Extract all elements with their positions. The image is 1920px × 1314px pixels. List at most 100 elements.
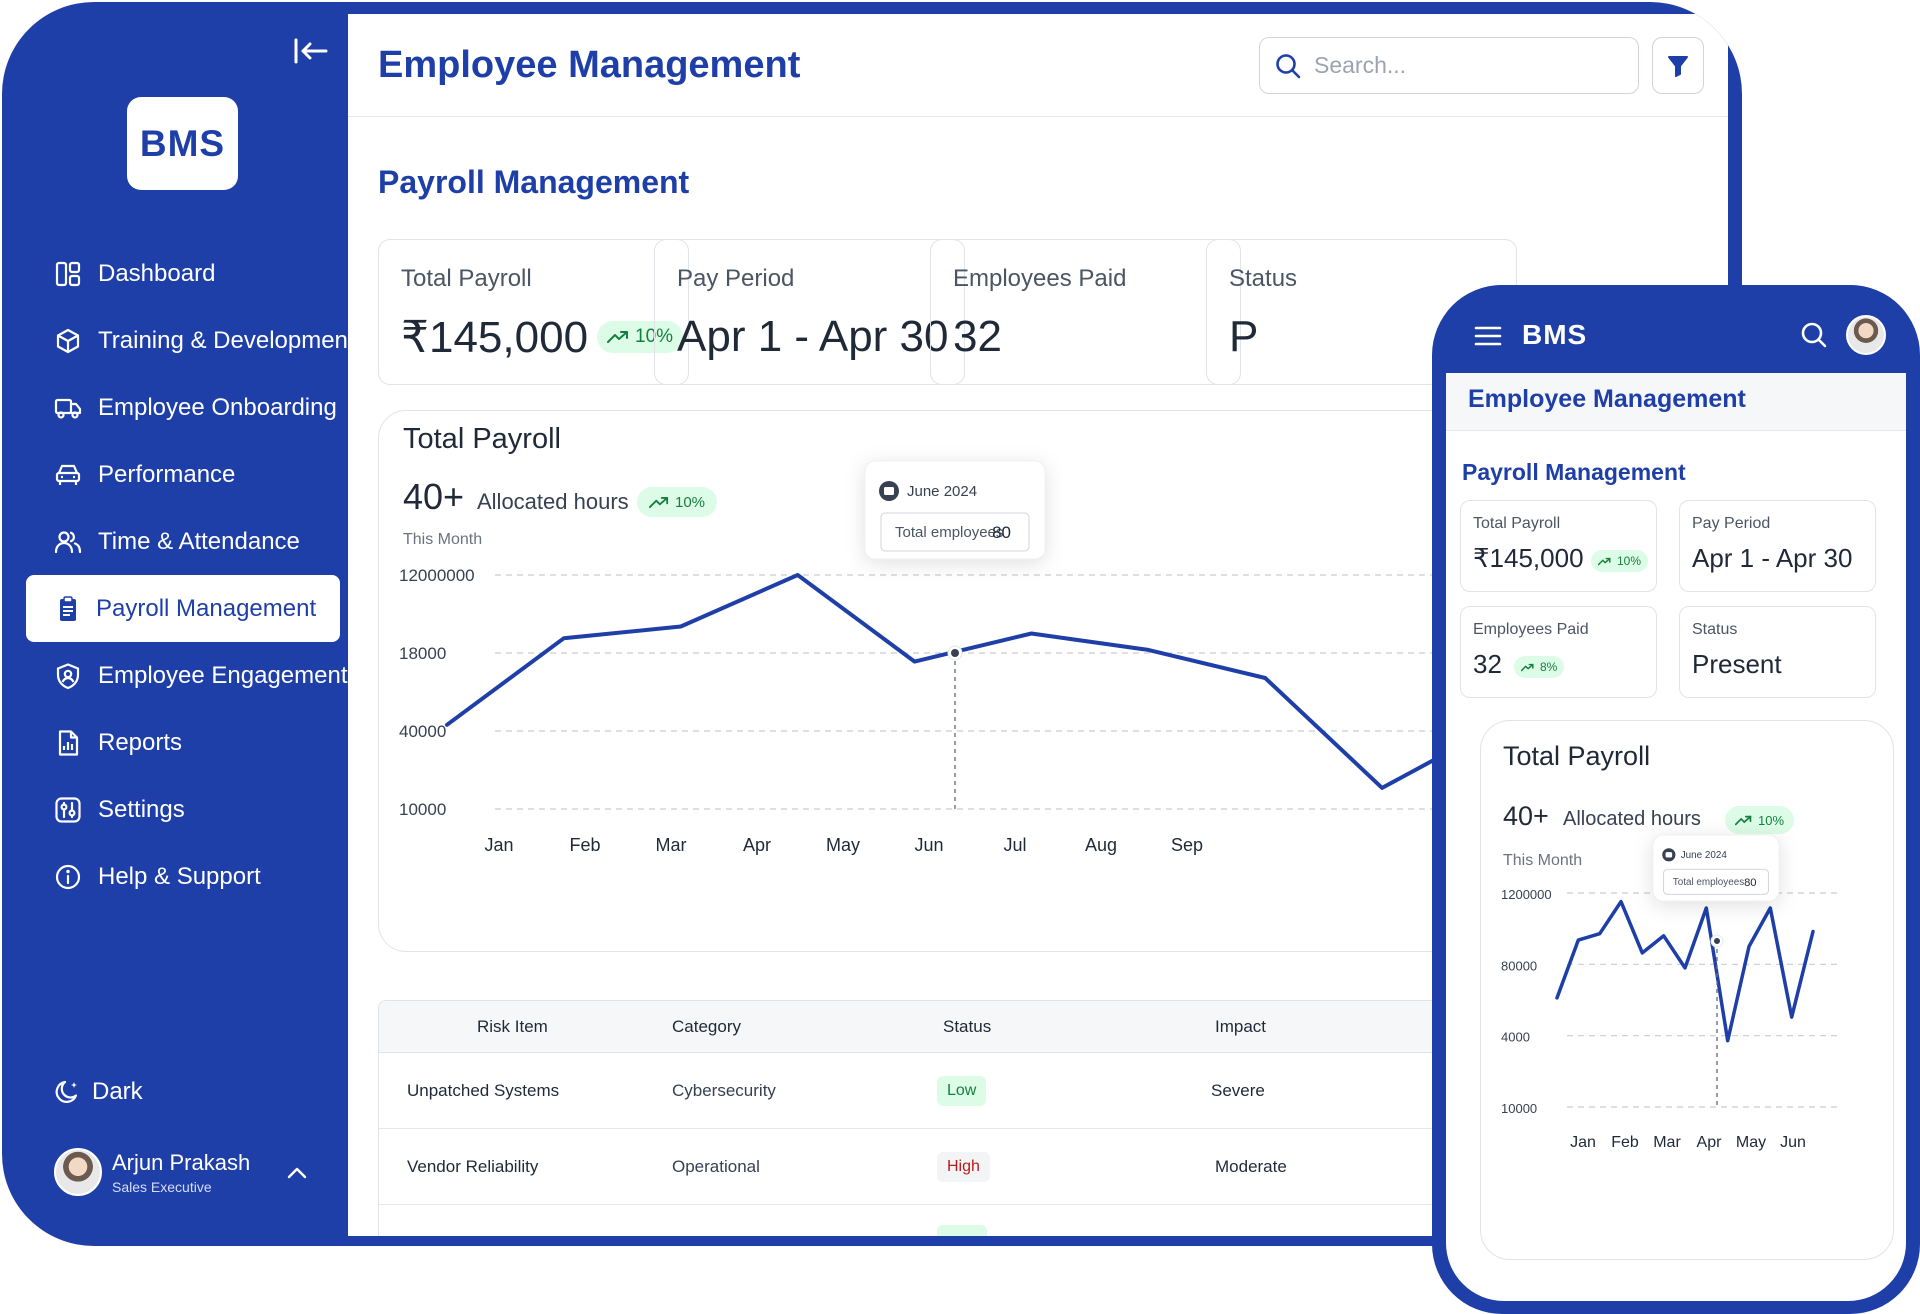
tooltip-date: June 2024 bbox=[907, 483, 977, 500]
sidebar-item-training[interactable]: Training & Development bbox=[26, 307, 355, 374]
x-tick-label: May bbox=[1736, 1134, 1766, 1151]
sidebar-item-settings[interactable]: Settings bbox=[26, 776, 340, 843]
hamburger-menu-icon[interactable] bbox=[1474, 325, 1502, 347]
sidebar-item-engagement[interactable]: Employee Engagement bbox=[26, 642, 348, 709]
stat-label: Status bbox=[1229, 265, 1298, 292]
trend-up-icon bbox=[1598, 557, 1611, 565]
sidebar-item-label: Help & Support bbox=[98, 862, 261, 890]
user-profile[interactable]: Arjun Prakash Sales Executive bbox=[54, 1148, 307, 1196]
trend-badge: 10% bbox=[1591, 550, 1649, 572]
avatar[interactable] bbox=[1846, 315, 1886, 355]
stat-value: Apr 1 - Apr 30 bbox=[677, 312, 949, 361]
section-title: Payroll Management bbox=[378, 164, 690, 200]
y-tick-label: 10000 bbox=[399, 800, 446, 819]
trend-up-icon bbox=[1521, 663, 1534, 671]
table-row[interactable]: Vendor Reliability Operational High Mode… bbox=[379, 1129, 1497, 1205]
mobile-body: Employee Management Payroll Management T… bbox=[1446, 373, 1906, 1301]
payroll-line-chart[interactable]: 12000000 18000 40000 10000 Jan Feb Mar Apr May Ju… bbox=[379, 411, 1499, 953]
hover-dot bbox=[1714, 938, 1720, 944]
stat-card-total-payroll: Total Payroll ₹145,000 10% bbox=[378, 239, 689, 385]
report-icon bbox=[58, 729, 79, 756]
sidebar-item-onboarding[interactable]: Employee Onboarding bbox=[26, 374, 340, 441]
filter-button[interactable] bbox=[1652, 37, 1704, 94]
clipboard-icon bbox=[60, 595, 76, 621]
sidebar-item-label: Employee Engagement bbox=[98, 661, 348, 689]
dark-mode-toggle[interactable]: Dark bbox=[54, 1078, 143, 1106]
stat-label: Employees Paid bbox=[953, 265, 1127, 292]
table-row[interactable]: Unpatched Systems Cybersecurity Low Seve… bbox=[379, 1053, 1497, 1129]
sidebar-item-dashboard[interactable]: Dashboard bbox=[26, 240, 340, 307]
risk-impact: Moderate bbox=[1215, 1156, 1287, 1176]
stat-value: Apr 1 - Apr 30 bbox=[1692, 543, 1853, 573]
sidebar-item-reports[interactable]: Reports bbox=[26, 709, 340, 776]
top-bar: Employee Management bbox=[348, 14, 1728, 117]
table-row[interactable] bbox=[379, 1205, 1497, 1236]
sidebar-item-help[interactable]: Help & Support bbox=[26, 843, 340, 910]
x-tick-label: Jun bbox=[1780, 1134, 1806, 1151]
column-header: Impact bbox=[1215, 1016, 1267, 1036]
filter-icon bbox=[1668, 55, 1688, 77]
trend-value: 8% bbox=[1540, 660, 1558, 674]
info-icon bbox=[55, 864, 81, 889]
chart-title: Total Payroll bbox=[1503, 741, 1651, 771]
mobile-top-bar: BMS bbox=[1446, 285, 1906, 373]
stat-value: ₹145,000 bbox=[401, 313, 589, 362]
chevron-up-icon[interactable] bbox=[286, 1166, 308, 1180]
x-tick-label: Mar bbox=[1653, 1134, 1681, 1151]
status-badge bbox=[937, 1225, 987, 1236]
section-title: Payroll Management bbox=[1462, 459, 1686, 485]
shield-user-icon bbox=[56, 662, 80, 689]
x-tick-label: Feb bbox=[1611, 1134, 1639, 1151]
sidebar-item-label: Employee Onboarding bbox=[98, 393, 337, 421]
sidebar-item-label: Payroll Management bbox=[96, 594, 317, 622]
stat-value: ₹145,000 bbox=[1473, 543, 1584, 573]
x-tick-label: Jun bbox=[914, 835, 943, 855]
sidebar-item-performance[interactable]: Performance bbox=[26, 441, 340, 508]
mobile-title-bar: Employee Management bbox=[1446, 373, 1906, 431]
table-header: Risk Item Category Status Impact bbox=[379, 1001, 1497, 1053]
stat-label: Status bbox=[1692, 621, 1738, 638]
stat-value: P bbox=[1229, 312, 1259, 361]
column-header: Category bbox=[672, 1016, 741, 1036]
stat-label: Employees Paid bbox=[1473, 621, 1589, 638]
x-tick-label: Apr bbox=[743, 835, 771, 855]
trend-value: 10% bbox=[675, 493, 706, 511]
y-tick-label: 12000000 bbox=[399, 566, 475, 585]
stat-card-total-payroll: Total Payroll ₹145,000 10% bbox=[1460, 500, 1657, 592]
trend-up-icon bbox=[607, 331, 628, 343]
x-tick-label: Feb bbox=[569, 835, 600, 855]
search-input[interactable] bbox=[1314, 52, 1614, 79]
tooltip-stat-box bbox=[1663, 868, 1769, 895]
stat-label: Pay Period bbox=[677, 265, 795, 292]
search-box[interactable] bbox=[1259, 37, 1639, 94]
chart-headline-value: 40+ bbox=[403, 476, 465, 517]
search-icon[interactable] bbox=[1800, 321, 1828, 349]
settings-sliders-icon bbox=[55, 796, 81, 823]
chart-headline-value: 40+ bbox=[1503, 801, 1549, 831]
x-tick-label: May bbox=[826, 835, 860, 855]
dark-mode-label: Dark bbox=[92, 1078, 143, 1105]
sidebar-item-payroll[interactable]: Payroll Management bbox=[26, 575, 340, 642]
stat-card-pay-period: Pay Period Apr 1 - Apr 30 bbox=[654, 239, 965, 385]
sidebar-item-time-attendance[interactable]: Time & Attendance bbox=[26, 508, 340, 575]
car-icon bbox=[55, 464, 81, 485]
payroll-line-chart[interactable]: 1200000 80000 4000 10000 Jan Feb Mar Apr May Jun J… bbox=[1481, 721, 1895, 1261]
page-title: Employee Management bbox=[1468, 385, 1746, 413]
trend-up-icon bbox=[1735, 815, 1752, 825]
stat-label: Pay Period bbox=[1692, 515, 1771, 532]
risk-impact: Severe bbox=[1211, 1080, 1265, 1100]
sidebar-item-label: Performance bbox=[98, 460, 236, 488]
column-header: Risk Item bbox=[477, 1016, 548, 1036]
stat-label: Total Payroll bbox=[401, 265, 532, 292]
tooltip-value: 80 bbox=[992, 523, 1011, 542]
dashboard-icon bbox=[55, 261, 81, 286]
x-tick-label: Jan bbox=[484, 835, 513, 855]
risk-table: Risk Item Category Status Impact Unpatch… bbox=[378, 1000, 1498, 1236]
calendar-icon-glyph bbox=[1665, 852, 1673, 858]
collapse-sidebar-icon[interactable] bbox=[290, 36, 330, 66]
calendar-icon-glyph bbox=[884, 487, 894, 495]
column-header: Status bbox=[943, 1016, 992, 1036]
tooltip-label: Total employees bbox=[1673, 877, 1744, 888]
avatar bbox=[54, 1148, 102, 1196]
mobile-frame: BMS Employee Management Payroll Manageme… bbox=[1432, 285, 1920, 1314]
